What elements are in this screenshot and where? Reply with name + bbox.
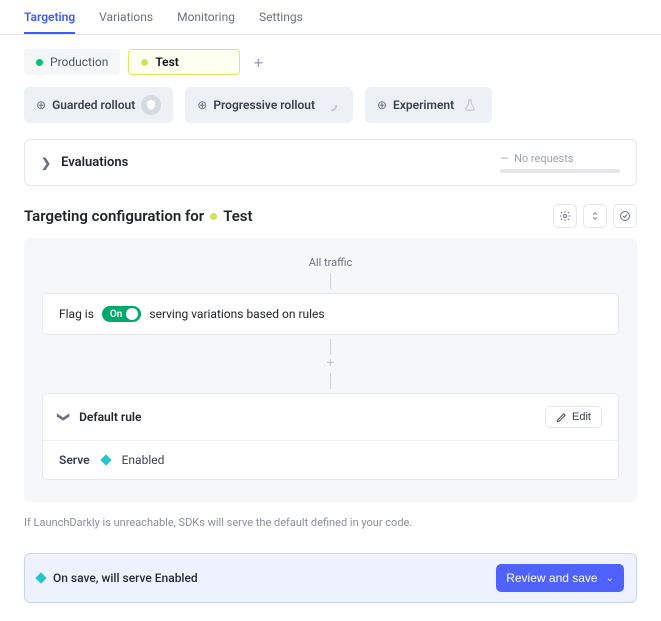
section-title-prefix: Targeting configuration for — [24, 207, 204, 225]
environment-selector: Production Test + — [0, 35, 661, 87]
status-dot-icon — [141, 59, 148, 66]
save-message: On save, will serve Enabled — [53, 571, 198, 585]
targeting-config-panel: All traffic Flag is On serving variation… — [24, 238, 637, 502]
section-env-name: Test — [223, 207, 252, 225]
connector-line — [330, 339, 331, 355]
flag-prefix: Flag is — [59, 307, 94, 321]
experiment-chip[interactable]: ⊕ Experiment — [365, 87, 492, 123]
diamond-icon — [100, 454, 111, 465]
evaluations-title: Evaluations — [61, 155, 128, 170]
connector-line — [330, 373, 331, 389]
evaluations-status: — No requests — [500, 152, 620, 173]
tabs: Targeting Variations Monitoring Settings — [0, 0, 661, 35]
plus-icon: ⊕ — [377, 98, 387, 112]
progressive-rollout-chip[interactable]: ⊕ Progressive rollout — [185, 87, 353, 123]
add-rule-button[interactable]: + — [42, 359, 619, 369]
add-environment-button[interactable]: + — [248, 53, 269, 72]
all-traffic-label: All traffic — [42, 256, 619, 269]
status-text: No requests — [514, 152, 573, 165]
env-test[interactable]: Test — [128, 49, 240, 75]
connector-line — [330, 273, 331, 289]
chip-label: Experiment — [393, 98, 454, 112]
toggle-knob-icon — [126, 308, 138, 320]
toggle-label: On — [110, 309, 122, 320]
chip-label: Guarded rollout — [52, 98, 135, 112]
progress-circle-icon — [321, 95, 341, 115]
serve-label: Serve — [59, 453, 90, 467]
guarded-rollout-chip[interactable]: ⊕ Guarded rollout — [24, 87, 173, 123]
check-icon-button[interactable] — [613, 204, 637, 228]
pencil-icon — [556, 412, 567, 423]
flag-status-card: Flag is On serving variations based on r… — [42, 293, 619, 335]
flag-suffix: serving variations based on rules — [149, 307, 324, 321]
chevron-down-icon: ⌄ — [606, 573, 614, 584]
rollout-options: ⊕ Guarded rollout ⊕ Progressive rollout … — [0, 87, 661, 139]
button-label: Review and save — [506, 571, 597, 585]
rule-title: Default rule — [79, 410, 141, 424]
status-dot-icon — [36, 59, 43, 66]
chip-label: Progressive rollout — [213, 98, 315, 112]
env-label: Test — [155, 55, 179, 69]
evaluations-card[interactable]: ❯ Evaluations — No requests — [24, 139, 637, 186]
chevron-right-icon: ❯ — [41, 156, 51, 170]
flag-toggle[interactable]: On — [102, 306, 141, 322]
env-label: Production — [50, 55, 108, 69]
variation-name: Enabled — [122, 453, 165, 467]
edit-label: Edit — [572, 411, 591, 423]
tab-settings[interactable]: Settings — [259, 0, 303, 34]
plus-icon: ⊕ — [197, 98, 207, 112]
tab-variations[interactable]: Variations — [99, 0, 153, 34]
edit-rule-button[interactable]: Edit — [545, 406, 602, 428]
review-and-save-button[interactable]: Review and save ⌄ — [496, 564, 624, 592]
section-header: Targeting configuration for Test — [0, 204, 661, 238]
plus-icon: ⊕ — [36, 98, 46, 112]
env-dot-icon — [210, 213, 217, 220]
tab-monitoring[interactable]: Monitoring — [177, 0, 235, 34]
diamond-icon — [35, 572, 46, 583]
flask-icon — [460, 95, 480, 115]
status-prefix: — — [500, 152, 509, 165]
settings-icon-button[interactable] — [553, 204, 577, 228]
shield-icon — [141, 95, 161, 115]
default-rule-card: ❯ Default rule Edit Serve Enabled — [42, 393, 619, 480]
env-production[interactable]: Production — [24, 49, 120, 75]
collapse-icon-button[interactable] — [583, 204, 607, 228]
tab-targeting[interactable]: Targeting — [24, 0, 75, 34]
progress-bar — [500, 169, 620, 173]
save-bar: On save, will serve Enabled Review and s… — [24, 553, 637, 603]
chevron-down-icon[interactable]: ❯ — [57, 412, 71, 422]
sdk-fallback-note: If LaunchDarkly is unreachable, SDKs wil… — [0, 502, 661, 547]
